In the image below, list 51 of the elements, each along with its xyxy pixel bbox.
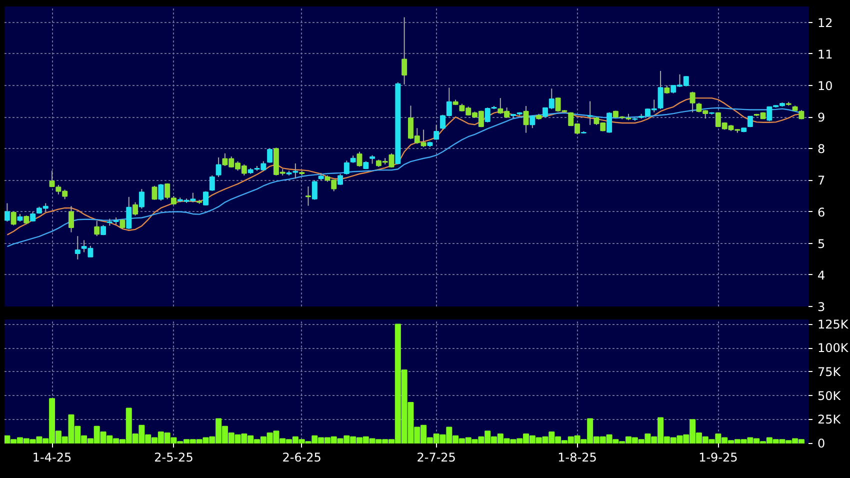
y-tick-label: 125K	[818, 317, 850, 332]
candlestick	[74, 236, 80, 260]
y-tick-label: 100K	[818, 341, 850, 356]
candlestick	[164, 182, 170, 200]
x-tick-label: 1-8-25	[558, 450, 597, 464]
candlestick	[209, 174, 215, 192]
candlestick	[402, 16, 408, 85]
candlestick	[434, 124, 440, 140]
candlestick	[152, 185, 158, 200]
y-tick-label: 12	[818, 16, 833, 30]
y-tick-label: 3	[818, 300, 826, 314]
y-tick-label: 7	[818, 174, 826, 188]
candlestick	[94, 220, 100, 237]
candlestick	[126, 196, 132, 230]
x-tick-label: 2-7-25	[416, 450, 456, 464]
candlestick	[338, 173, 344, 186]
candlestick	[690, 91, 696, 113]
candlestick	[132, 202, 138, 216]
y-tick-label: 4	[818, 268, 826, 282]
candlestick	[120, 218, 126, 229]
x-tick-label: 1-9-25	[698, 450, 738, 464]
candlestick	[203, 190, 208, 206]
candlestick	[530, 114, 536, 129]
y-tick-label: 5	[818, 236, 826, 251]
candlestick	[4, 202, 10, 222]
candlestick	[658, 70, 664, 110]
y-tick-label: 50K	[818, 388, 842, 403]
y-tick-label: 8	[818, 142, 826, 156]
x-tick-label: 2-5-25	[154, 450, 194, 464]
candlestick	[10, 211, 16, 226]
candlestick	[523, 105, 529, 134]
candlestick	[356, 151, 362, 168]
y-tick-label: 10	[818, 78, 833, 93]
y-tick-label: 75K	[818, 364, 842, 379]
candlestick	[306, 186, 311, 206]
candlestick	[587, 100, 593, 126]
y-tick-label: 0	[818, 436, 826, 450]
candlestick	[344, 160, 350, 175]
candlestick	[68, 206, 74, 233]
candlestick	[158, 183, 164, 202]
candlestick	[216, 156, 222, 178]
candlestick	[267, 148, 273, 164]
candlestick	[312, 180, 318, 200]
y-tick-label: 6	[818, 205, 826, 220]
y-tick-label: 11	[818, 47, 833, 62]
y-tick-label: 9	[818, 110, 826, 125]
x-tick-label: 1-4-25	[32, 450, 72, 464]
x-tick-label: 2-6-25	[282, 450, 322, 464]
candlestick	[606, 112, 612, 134]
y-tick-label: 25K	[818, 412, 842, 427]
candlestick	[138, 188, 144, 210]
